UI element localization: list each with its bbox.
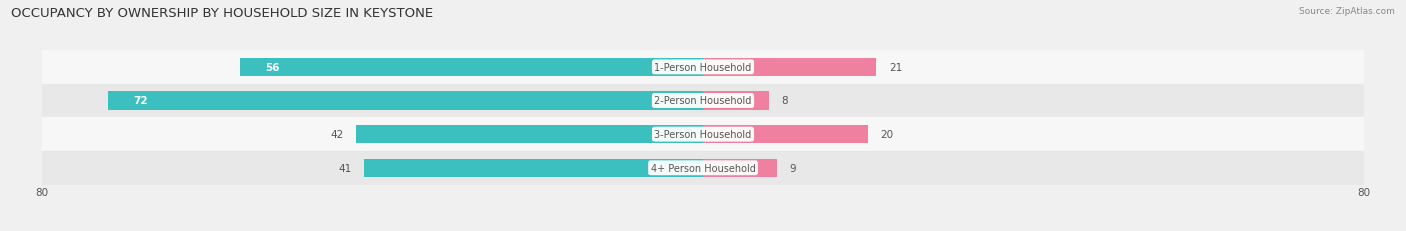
Text: 20: 20: [880, 130, 894, 140]
Text: 9: 9: [790, 163, 796, 173]
Text: OCCUPANCY BY OWNERSHIP BY HOUSEHOLD SIZE IN KEYSTONE: OCCUPANCY BY OWNERSHIP BY HOUSEHOLD SIZE…: [11, 7, 433, 20]
Bar: [42, 151, 1364, 185]
Bar: [42, 84, 1364, 118]
Text: 41: 41: [339, 163, 352, 173]
Text: Source: ZipAtlas.com: Source: ZipAtlas.com: [1299, 7, 1395, 16]
Bar: [703, 159, 778, 177]
Text: 42: 42: [330, 130, 343, 140]
Bar: [42, 51, 1364, 84]
Bar: [364, 159, 703, 177]
Text: 4+ Person Household: 4+ Person Household: [651, 163, 755, 173]
Text: 72: 72: [134, 96, 148, 106]
Bar: [240, 58, 703, 77]
Bar: [703, 58, 876, 77]
Text: 21: 21: [889, 63, 903, 73]
Bar: [42, 118, 1364, 151]
Text: 56: 56: [266, 63, 280, 73]
Bar: [703, 92, 769, 110]
Text: 1-Person Household: 1-Person Household: [654, 63, 752, 73]
Bar: [356, 125, 703, 144]
Bar: [108, 92, 703, 110]
Text: 3-Person Household: 3-Person Household: [654, 130, 752, 140]
Bar: [703, 125, 868, 144]
Text: 2-Person Household: 2-Person Household: [654, 96, 752, 106]
Text: 8: 8: [782, 96, 789, 106]
